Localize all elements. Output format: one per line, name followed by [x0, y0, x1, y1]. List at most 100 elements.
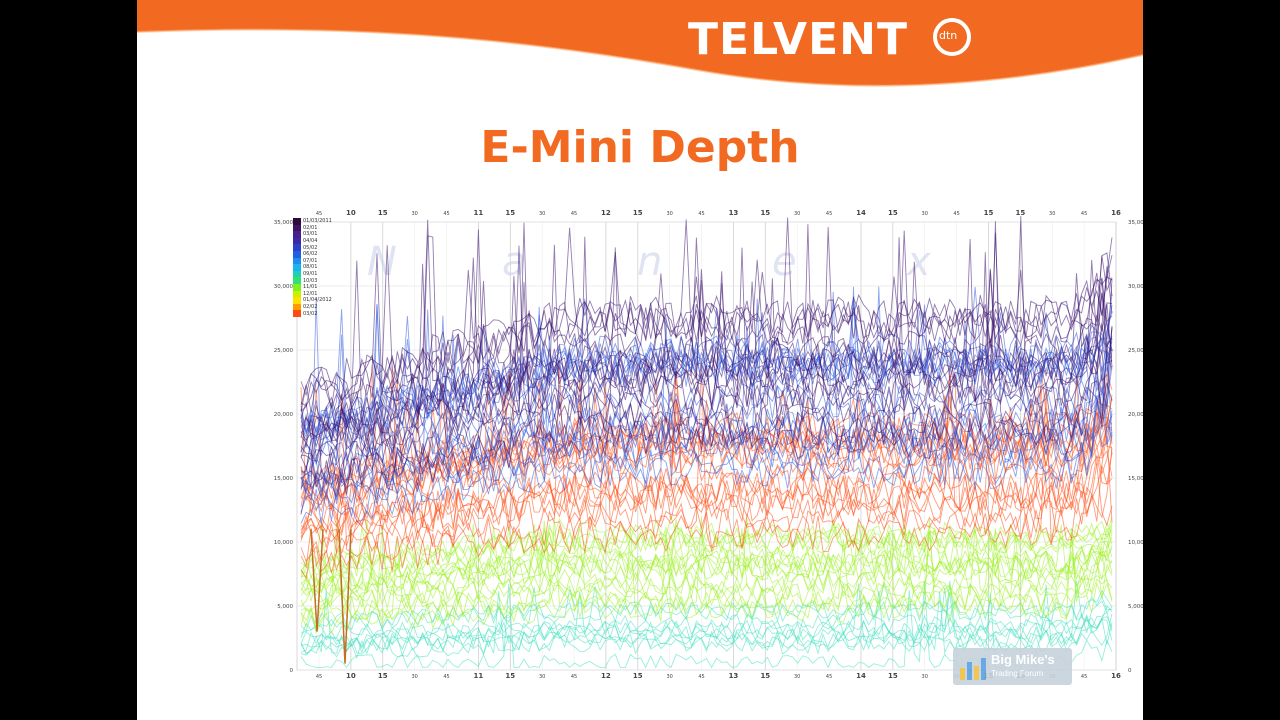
series-line: [300, 230, 1113, 444]
x-tick-label-bottom: 45: [1081, 674, 1087, 680]
y-tick-label-left: 35,000: [274, 220, 294, 226]
legend-swatch: [293, 264, 301, 271]
series-line: [300, 217, 1113, 407]
y-tick-label-right: 5,000: [1128, 604, 1143, 610]
series-line: [300, 219, 1113, 412]
bar-chart-icon: [960, 658, 986, 680]
y-tick-label-right: 0: [1128, 668, 1132, 674]
x-tick-label-bottom: 10: [346, 672, 356, 680]
legend-label: 09/01: [303, 271, 318, 278]
legend-label: 02/02: [303, 304, 318, 311]
y-tick-label-left: 30,000: [274, 284, 294, 290]
series-line: [300, 523, 1113, 612]
x-tick-label-bottom: 30: [539, 674, 545, 680]
legend-swatch: [293, 277, 301, 284]
series-line: [300, 365, 1113, 545]
x-tick-label-bottom: 14: [856, 672, 866, 680]
x-tick-label-bottom: 11: [474, 672, 484, 680]
legend-label: 03/02: [303, 310, 318, 317]
badge-title: Big Mike's: [991, 652, 1055, 667]
series-line: [300, 286, 1113, 522]
series-line: [300, 298, 1113, 502]
series-line: [300, 592, 1113, 648]
x-tick-label-top: 45: [698, 211, 704, 217]
x-tick-label-bottom: 30: [922, 674, 928, 680]
legend-swatch: [293, 270, 301, 278]
y-tick-label-right: 35,000: [1128, 220, 1143, 226]
series-line: [300, 589, 1113, 634]
x-tick-label-bottom: 30: [794, 674, 800, 680]
legend-swatch: [293, 218, 301, 225]
legend-label: 04/04: [303, 238, 318, 245]
series-line: [300, 363, 1113, 569]
legend-item: 10/03: [293, 277, 332, 284]
y-tick-label-left: 5,000: [277, 604, 293, 610]
series-line: [300, 517, 1113, 632]
y-tick-label-right: 10,000: [1128, 540, 1143, 546]
legend-item: 01/03/2011: [293, 218, 332, 225]
series-line: [300, 219, 1113, 412]
series-line: [300, 518, 1113, 635]
y-tick-label-left: 0: [290, 668, 294, 674]
legend-item: 08/01: [293, 264, 332, 271]
x-tick-label-bottom: 45: [443, 674, 449, 680]
x-tick-label-top: 15: [984, 209, 994, 217]
x-tick-label-top: 30: [794, 211, 800, 217]
x-tick-label-top: 15: [760, 209, 770, 217]
legend-item: 02/02: [293, 303, 332, 311]
x-tick-label-bottom: 15: [633, 672, 643, 680]
x-tick-label-top: 10: [346, 209, 356, 217]
x-tick-label-top: 12: [601, 209, 611, 217]
y-tick-label-right: 20,000: [1128, 412, 1143, 418]
legend-label: 05/02: [303, 244, 318, 251]
legend-item: 02/01: [293, 224, 332, 232]
series-dip: [310, 529, 324, 632]
legend-item: 07/01: [293, 257, 332, 265]
y-tick-label-right: 25,000: [1128, 348, 1143, 354]
legend-item: 03/01: [293, 231, 332, 238]
legend-label: 02/01: [303, 224, 318, 231]
x-tick-label-bottom: 15: [505, 672, 515, 680]
x-tick-label-bottom: 30: [666, 674, 672, 680]
legend-swatch: [293, 310, 301, 317]
legend-item: 01/04/2012: [293, 297, 332, 304]
y-tick-label-left: 10,000: [274, 540, 294, 546]
legend-label: 03/01: [303, 231, 318, 238]
legend-item: 11/01: [293, 283, 332, 291]
legend-swatch: [293, 231, 301, 238]
series-line: [300, 521, 1113, 582]
x-tick-label-bottom: 45: [571, 674, 577, 680]
legend-item: 06/02: [293, 250, 332, 258]
x-tick-label-bottom: 45: [826, 674, 832, 680]
dtn-logo-text: dtn: [939, 29, 958, 42]
legend-label: 10/03: [303, 277, 318, 284]
y-tick-label-left: 20,000: [274, 412, 294, 418]
series-line: [300, 584, 1113, 660]
series-line: [300, 363, 1113, 580]
x-tick-label-top: 45: [316, 211, 322, 217]
x-tick-label-top: 13: [729, 209, 739, 217]
legend-label: 12/01: [303, 290, 318, 297]
x-tick-label-top: 30: [411, 211, 417, 217]
telvent-logo: TELVENT: [688, 14, 908, 65]
legend-item: 05/02: [293, 244, 332, 251]
legend-item: 12/01: [293, 290, 332, 298]
depth-chart: 45 45 10 10 15 15 30 30 45 45 11 11 15 15 30 30 45 45 12 12…: [274, 209, 1143, 680]
series-line: [300, 585, 1113, 640]
legend-item: 04/04: [293, 237, 332, 245]
series-line: [300, 235, 1113, 453]
legend-label: 01/04/2012: [303, 297, 332, 304]
legend-label: 08/01: [303, 264, 318, 271]
watermark-letter: N: [367, 239, 397, 285]
slide-title: E-Mini Depth: [480, 122, 800, 173]
x-tick-label-bottom: 30: [411, 674, 417, 680]
series-line: [300, 244, 1113, 463]
x-tick-label-top: 45: [443, 211, 449, 217]
x-tick-label-top: 16: [1111, 209, 1121, 217]
legend-swatch: [293, 244, 301, 251]
legend-label: 01/03/2011: [303, 218, 332, 225]
legend-swatch: [293, 297, 301, 304]
x-tick-label-top: 15: [633, 209, 643, 217]
series-line: [300, 215, 1113, 460]
y-tick-label-left: 15,000: [274, 476, 294, 482]
